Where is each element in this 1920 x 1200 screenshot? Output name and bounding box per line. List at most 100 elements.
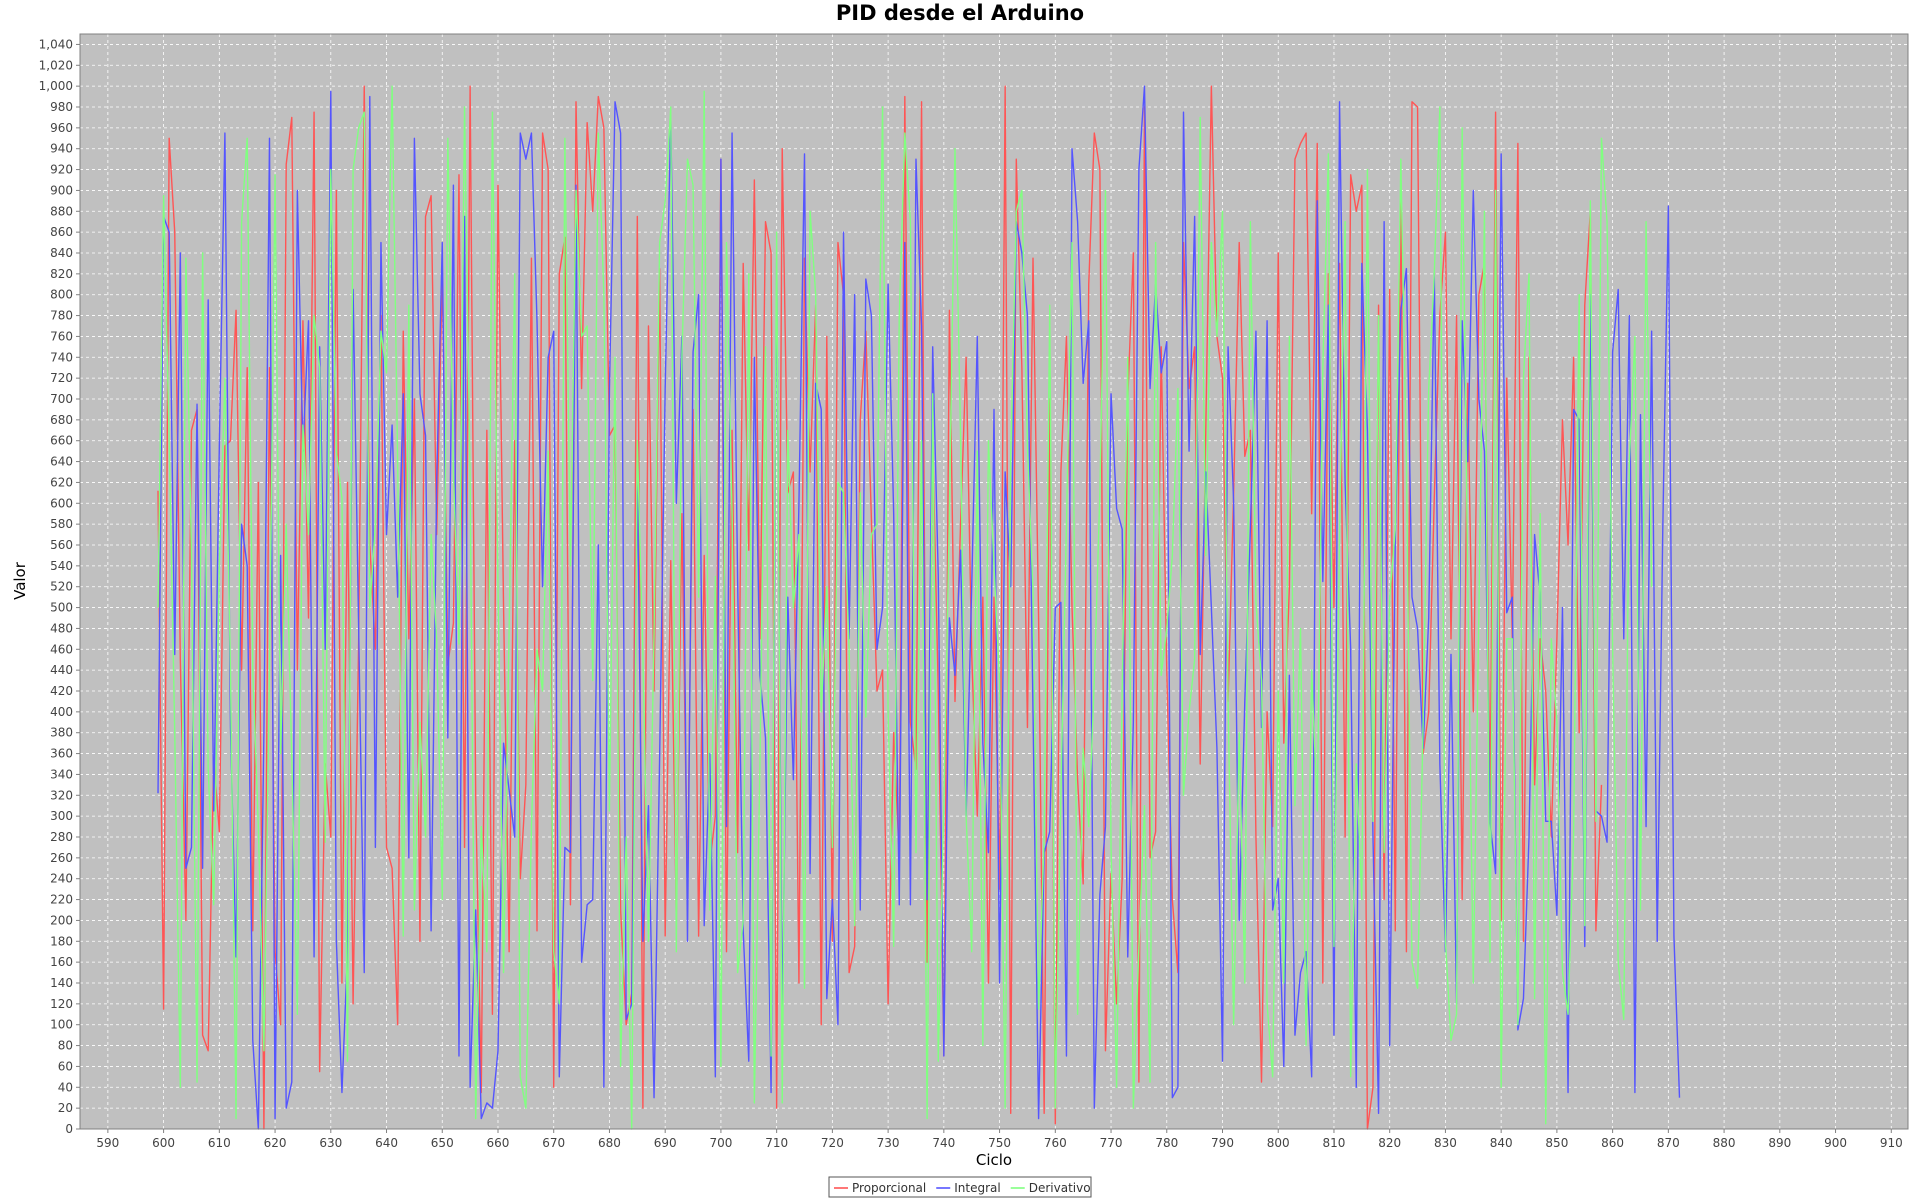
x-tick-label: 820 [1378, 1136, 1401, 1150]
y-tick-label: 220 [50, 893, 73, 907]
x-tick-label: 780 [1155, 1136, 1178, 1150]
plot-area [80, 34, 1908, 1129]
x-tick-label: 740 [932, 1136, 955, 1150]
y-tick-label: 300 [50, 809, 73, 823]
x-tick-label: 760 [1044, 1136, 1067, 1150]
x-tick-label: 640 [375, 1136, 398, 1150]
y-axis-ticks: 0 20 40 60 80 100 120 140 160 180 200 220 240 260 280 3… [39, 37, 80, 1136]
x-axis-label: Ciclo [976, 1151, 1012, 1169]
y-tick-label: 540 [50, 559, 73, 573]
x-tick-label: 790 [1211, 1136, 1234, 1150]
x-tick-label: 610 [208, 1136, 231, 1150]
y-tick-label: 440 [50, 663, 73, 677]
y-tick-label: 260 [50, 851, 73, 865]
x-tick-label: 730 [877, 1136, 900, 1150]
x-tick-label: 900 [1824, 1136, 1847, 1150]
y-tick-label: 780 [50, 309, 73, 323]
y-tick-label: 80 [58, 1039, 73, 1053]
y-tick-label: 580 [50, 517, 73, 531]
y-tick-label: 420 [50, 684, 73, 698]
y-tick-label: 920 [50, 163, 73, 177]
y-tick-label: 560 [50, 538, 73, 552]
x-tick-label: 870 [1657, 1136, 1680, 1150]
series-line-derivativo [157, 85, 1653, 1130]
y-tick-label: 240 [50, 872, 73, 886]
series-line-proporcional [157, 85, 1603, 1130]
legend-label-proporcional: Proporcional [852, 1181, 926, 1195]
y-tick-label: 400 [50, 705, 73, 719]
y-tick-label: 800 [50, 288, 73, 302]
y-tick-label: 200 [50, 913, 73, 927]
y-tick-label: 980 [50, 100, 73, 114]
x-tick-label: 850 [1545, 1136, 1568, 1150]
y-tick-label: 280 [50, 830, 73, 844]
y-tick-label: 720 [50, 371, 73, 385]
x-tick-label: 700 [709, 1136, 732, 1150]
y-axis-label: Valor [11, 561, 29, 600]
y-tick-label: 700 [50, 392, 73, 406]
x-axis-ticks: 590 600 610 620 630 640 650 660 670 680 690 700 710 7… [96, 1129, 1903, 1150]
x-tick-label: 660 [487, 1136, 510, 1150]
x-tick-label: 890 [1768, 1136, 1791, 1150]
plot-border [79, 33, 1909, 1130]
x-tick-label: 860 [1601, 1136, 1624, 1150]
y-tick-label: 0 [65, 1122, 73, 1136]
y-tick-label: 840 [50, 246, 73, 260]
chart-title: PID desde el Arduino [836, 1, 1084, 25]
y-tick-label: 340 [50, 767, 73, 781]
x-tick-label: 800 [1267, 1136, 1290, 1150]
y-tick-label: 640 [50, 455, 73, 469]
y-tick-label: 60 [58, 1059, 73, 1073]
y-tick-label: 100 [50, 1018, 73, 1032]
series-lines [157, 85, 1681, 1130]
y-tick-label: 900 [50, 183, 73, 197]
x-tick-label: 670 [542, 1136, 565, 1150]
y-tick-label: 620 [50, 475, 73, 489]
y-tick-label: 1,000 [39, 79, 73, 93]
series-line-integral [157, 85, 1681, 1130]
y-tick-label: 120 [50, 997, 73, 1011]
y-tick-label: 180 [50, 934, 73, 948]
x-tick-label: 750 [988, 1136, 1011, 1150]
y-tick-label: 320 [50, 788, 73, 802]
y-tick-label: 380 [50, 726, 73, 740]
x-tick-label: 840 [1490, 1136, 1513, 1150]
y-tick-label: 360 [50, 747, 73, 761]
y-tick-label: 480 [50, 621, 73, 635]
legend-label-integral: Integral [954, 1181, 1000, 1195]
legend-label-derivativo: Derivativo [1029, 1181, 1091, 1195]
y-tick-label: 600 [50, 496, 73, 510]
x-tick-label: 650 [431, 1136, 454, 1150]
y-tick-label: 140 [50, 976, 73, 990]
y-tick-label: 40 [58, 1080, 73, 1094]
legend-box [828, 1176, 1092, 1198]
x-tick-label: 690 [654, 1136, 677, 1150]
x-tick-label: 880 [1713, 1136, 1736, 1150]
x-tick-label: 720 [821, 1136, 844, 1150]
x-tick-label: 680 [598, 1136, 621, 1150]
y-tick-label: 940 [50, 142, 73, 156]
x-tick-label: 630 [319, 1136, 342, 1150]
y-tick-label: 820 [50, 267, 73, 281]
x-tick-label: 620 [264, 1136, 287, 1150]
y-tick-label: 460 [50, 642, 73, 656]
y-tick-label: 860 [50, 225, 73, 239]
y-tick-label: 960 [50, 121, 73, 135]
x-tick-label: 810 [1323, 1136, 1346, 1150]
x-tick-label: 770 [1100, 1136, 1123, 1150]
y-tick-label: 1,020 [39, 58, 73, 72]
x-tick-label: 830 [1434, 1136, 1457, 1150]
x-tick-label: 600 [152, 1136, 175, 1150]
legend: Proporcional Integral Derivativo [828, 1176, 1092, 1198]
x-tick-label: 710 [765, 1136, 788, 1150]
x-tick-label: 910 [1880, 1136, 1903, 1150]
y-tick-label: 680 [50, 413, 73, 427]
x-tick-label: 590 [96, 1136, 119, 1150]
y-tick-label: 1,040 [39, 37, 73, 51]
y-tick-label: 160 [50, 955, 73, 969]
y-tick-label: 660 [50, 434, 73, 448]
y-tick-label: 500 [50, 601, 73, 615]
y-tick-label: 880 [50, 204, 73, 218]
y-tick-label: 520 [50, 580, 73, 594]
